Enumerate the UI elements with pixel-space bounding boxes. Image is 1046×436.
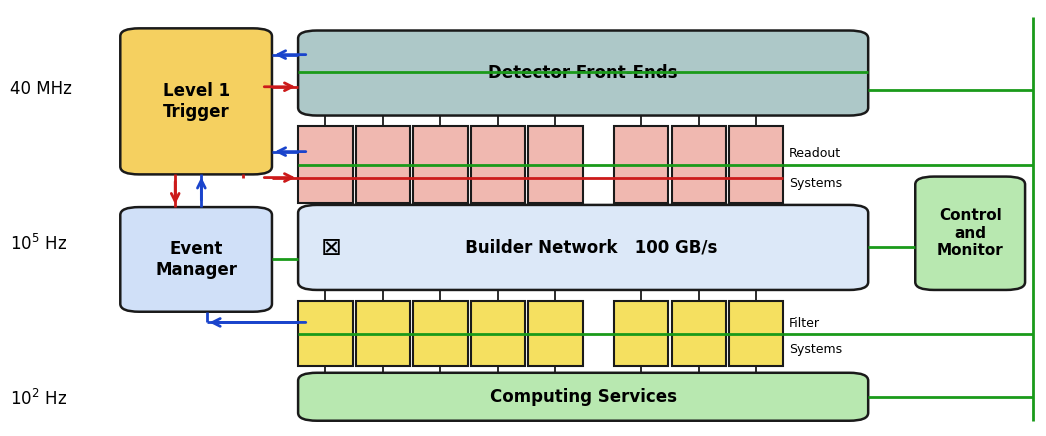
Text: Filter: Filter xyxy=(789,317,820,330)
Bar xyxy=(528,126,583,203)
FancyBboxPatch shape xyxy=(120,207,272,312)
Text: Detector Front-Ends: Detector Front-Ends xyxy=(488,64,678,82)
Text: 10$^5$ Hz: 10$^5$ Hz xyxy=(10,234,68,254)
Bar xyxy=(614,126,668,203)
Bar xyxy=(471,301,525,366)
Text: Level 1
Trigger: Level 1 Trigger xyxy=(162,82,230,121)
Bar xyxy=(614,301,668,366)
FancyBboxPatch shape xyxy=(298,205,868,290)
Bar xyxy=(356,126,410,203)
FancyBboxPatch shape xyxy=(915,177,1025,290)
Text: Systems: Systems xyxy=(789,344,842,356)
FancyBboxPatch shape xyxy=(120,28,272,174)
Bar xyxy=(672,126,726,203)
Text: Computing Services: Computing Services xyxy=(490,388,677,406)
Text: 10$^2$ Hz: 10$^2$ Hz xyxy=(10,389,68,409)
Bar xyxy=(413,301,468,366)
Bar xyxy=(672,301,726,366)
Bar xyxy=(729,301,783,366)
Text: Control
and
Monitor: Control and Monitor xyxy=(937,208,1003,258)
Text: Readout: Readout xyxy=(789,146,841,160)
Text: ⊠: ⊠ xyxy=(321,235,342,260)
Text: 40 MHz: 40 MHz xyxy=(10,80,72,99)
Bar xyxy=(471,126,525,203)
Text: Event
Manager: Event Manager xyxy=(155,240,237,279)
Text: Builder Network   100 GB/s: Builder Network 100 GB/s xyxy=(449,238,718,256)
FancyBboxPatch shape xyxy=(298,31,868,116)
Bar xyxy=(298,301,353,366)
Bar xyxy=(413,126,468,203)
Bar xyxy=(729,126,783,203)
Text: Systems: Systems xyxy=(789,177,842,190)
FancyBboxPatch shape xyxy=(298,373,868,421)
Bar xyxy=(528,301,583,366)
Bar xyxy=(356,301,410,366)
Bar xyxy=(298,126,353,203)
